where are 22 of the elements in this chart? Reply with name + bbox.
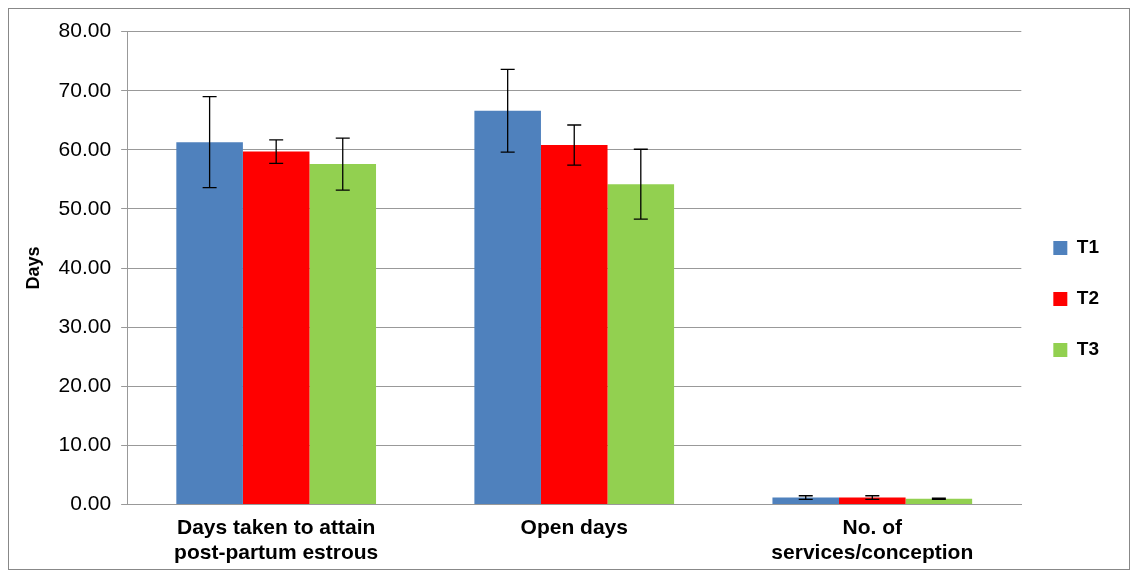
bar (309, 164, 377, 505)
y-axis-title: Days (22, 246, 43, 290)
bar (176, 142, 243, 505)
y-tick-label: 40.00 (58, 254, 112, 278)
x-tick-label: Days taken to attain post-partum estrous (174, 515, 379, 564)
legend-label: T2 (1076, 287, 1100, 309)
x-tick-label: No. of services/conception (771, 515, 974, 564)
y-tick-label: 10.00 (58, 432, 112, 456)
legend-label: T3 (1076, 338, 1100, 360)
y-tick-label: 20.00 (58, 373, 112, 397)
y-tick-label: 50.00 (58, 195, 112, 219)
y-tick-label: 80.00 (58, 18, 112, 42)
y-tick-label: 30.00 (58, 314, 112, 338)
bar (242, 151, 310, 505)
bar (474, 110, 541, 505)
bar (540, 145, 608, 505)
y-tick-label: 0.00 (70, 491, 112, 515)
y-tick-label: 60.00 (58, 136, 112, 160)
legend-label: T1 (1076, 236, 1100, 258)
y-tick-label: 70.00 (58, 77, 112, 101)
bar (607, 184, 675, 505)
x-tick-label: Open days (520, 515, 628, 538)
